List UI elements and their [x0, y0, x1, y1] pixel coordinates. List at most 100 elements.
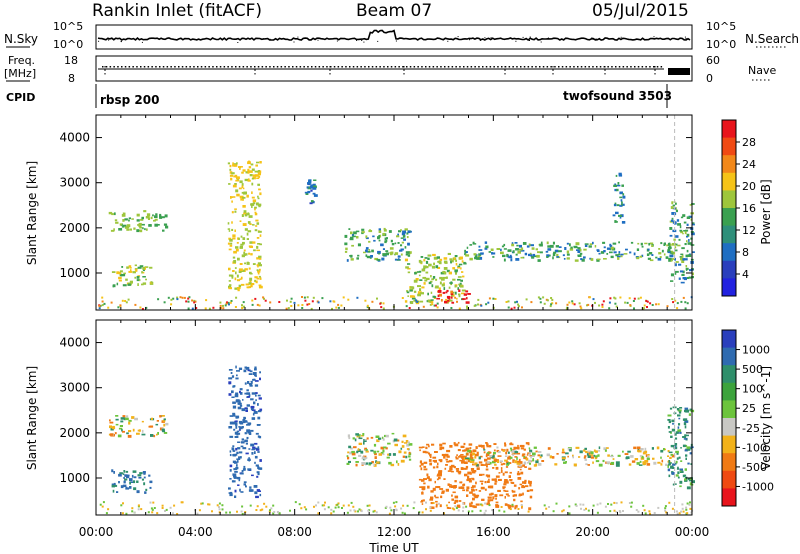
velocity-cell	[237, 441, 241, 443]
velocity-cell	[150, 417, 153, 421]
velocity-cell	[505, 466, 509, 468]
velocity-cell	[674, 445, 677, 448]
velocity-cell	[521, 505, 523, 508]
velocity-cell	[458, 455, 462, 458]
power-cell	[622, 195, 626, 199]
velocity-cell	[684, 444, 688, 447]
power-cell	[615, 174, 618, 177]
power-cell	[674, 263, 677, 267]
velocity-cell	[657, 506, 660, 509]
freq-point	[337, 66, 340, 68]
freq-point	[360, 66, 362, 68]
power-cell	[249, 277, 253, 281]
velocity-cell	[368, 462, 373, 465]
velocity-cell	[537, 451, 542, 453]
velocity-cell	[254, 373, 257, 376]
power-cell	[485, 245, 489, 249]
velocity-cell	[243, 417, 246, 420]
power-cell	[194, 300, 197, 303]
power-cell	[124, 226, 129, 229]
velocity-cell	[670, 435, 673, 438]
power-cell	[530, 301, 533, 304]
velocity-cell	[496, 446, 499, 449]
velocity-cell	[677, 466, 679, 469]
power-cell	[242, 223, 247, 226]
power-cell	[491, 252, 493, 255]
power-cell	[239, 180, 243, 184]
velocity-cell	[479, 509, 482, 512]
velocity-cell	[633, 446, 637, 450]
power-cell	[402, 230, 406, 234]
power-cell	[231, 172, 235, 175]
velocity-cell	[638, 464, 643, 466]
power-cell	[227, 162, 230, 165]
power-cell	[357, 254, 360, 257]
power-cell	[551, 302, 554, 305]
power-cell	[629, 251, 632, 254]
power-cell	[257, 170, 262, 174]
velocity-cell	[606, 447, 609, 449]
velocity-cell	[433, 459, 437, 463]
power-cell	[241, 214, 244, 217]
velocity-cell	[485, 474, 489, 477]
nsky-line	[97, 29, 691, 42]
velocity-cell	[496, 460, 500, 463]
velocity-cell	[237, 484, 240, 486]
velocity-cell	[689, 501, 691, 504]
power-cell	[370, 255, 373, 258]
power-cell	[633, 307, 635, 310]
power-cell	[592, 241, 594, 245]
power-cell	[222, 304, 224, 307]
velocity-cell	[248, 373, 253, 375]
power-cell	[234, 208, 237, 210]
velocity-cell	[350, 447, 353, 450]
velocity-cell	[646, 457, 650, 461]
power-cell	[235, 248, 239, 252]
velocity-cell	[246, 423, 250, 426]
velocity-cell	[647, 454, 650, 456]
power-cell	[229, 284, 232, 286]
power-cell	[363, 251, 366, 254]
velocity-cell	[483, 449, 486, 451]
power-cell	[462, 298, 466, 300]
colorbar-swatch	[722, 120, 736, 139]
power-cell	[477, 255, 481, 259]
power-cell	[404, 300, 408, 303]
power-cell	[682, 277, 686, 280]
power-cell	[252, 224, 255, 226]
power-cell	[249, 174, 253, 177]
power-cell	[609, 297, 612, 300]
power-cell	[644, 242, 648, 245]
velocity-cell	[373, 450, 377, 454]
power-cell	[231, 276, 234, 279]
velocity-cell	[470, 501, 473, 505]
velocity-cell	[137, 474, 142, 477]
velocity-cell	[504, 479, 508, 482]
velocity-cell	[153, 507, 156, 509]
power-cell	[679, 256, 684, 258]
velocity-cell	[578, 456, 581, 458]
velocity-cell	[233, 476, 237, 479]
velocity-cell	[254, 491, 258, 495]
power-cell	[366, 255, 370, 259]
velocity-cell	[487, 499, 491, 502]
velocity-feature-0	[108, 415, 169, 438]
power-cell	[256, 245, 259, 249]
colorbar-tick-label: -500	[742, 461, 767, 474]
velocity-cell	[431, 443, 435, 446]
velocity-cell	[366, 504, 369, 507]
power-cell	[406, 236, 409, 239]
velocity-cell	[118, 473, 122, 477]
power-cell	[612, 214, 616, 217]
power-cell	[615, 221, 618, 223]
power-cell	[615, 305, 618, 308]
power-cell	[671, 217, 674, 220]
power-cell	[128, 270, 133, 273]
velocity-cell	[583, 508, 586, 511]
velocity-cell	[346, 511, 349, 514]
velocity-cell	[425, 508, 427, 511]
power-cell	[677, 244, 681, 247]
power-cell	[539, 243, 543, 247]
velocity-cell	[457, 470, 462, 474]
power-cell	[407, 242, 410, 246]
